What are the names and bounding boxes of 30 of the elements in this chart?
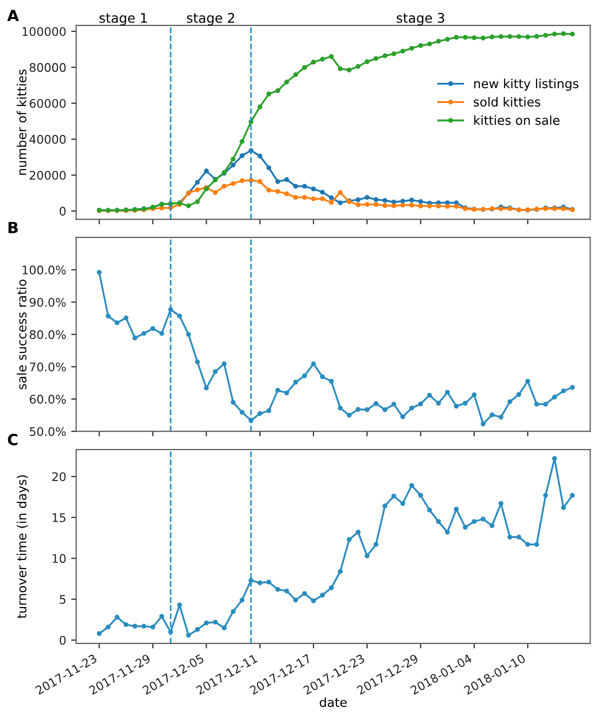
y-tick-label: 5 [60, 595, 66, 604]
legend-label: kitties on sale [474, 115, 560, 125]
y-tick-label: 0 [60, 206, 66, 216]
text: stage 2 [186, 12, 234, 26]
text: stage 3 [396, 12, 444, 26]
y-tick-label: 60.0% [30, 394, 66, 404]
y-tick-label: 80000 [30, 63, 66, 72]
text: B [8, 222, 18, 234]
y-tick-label: 10 [52, 554, 66, 563]
y-axis-title: turnover time (in days) [16, 475, 29, 618]
y-tick-label: 60000 [30, 98, 66, 108]
y-tick-label: 100.0% [22, 266, 66, 274]
y-tick-label: 90.0% [30, 298, 66, 307]
legend-label: new kitty listings [474, 78, 578, 91]
text: C [8, 434, 18, 446]
x-axis-title: date [320, 697, 347, 707]
y-tick-label: 40000 [29, 134, 66, 144]
y-tick-label: 50.0% [30, 427, 66, 436]
y-tick-label: 15 [52, 513, 66, 522]
legend-label: sold kitties [474, 96, 540, 107]
y-tick-label: 0 [60, 636, 66, 645]
y-tick-label: 70.0% [30, 362, 66, 372]
y-axis-title: number of kitties [16, 70, 26, 175]
y-tick-label: 80.0% [30, 330, 66, 340]
text: stage 1 [100, 13, 147, 26]
y-tick-label: 100000 [22, 27, 66, 36]
y-tick-label: 20 [52, 472, 66, 482]
y-tick-label: 20000 [30, 170, 66, 180]
text: A [7, 10, 19, 22]
y-axis-title: sale success ratio [16, 280, 26, 390]
